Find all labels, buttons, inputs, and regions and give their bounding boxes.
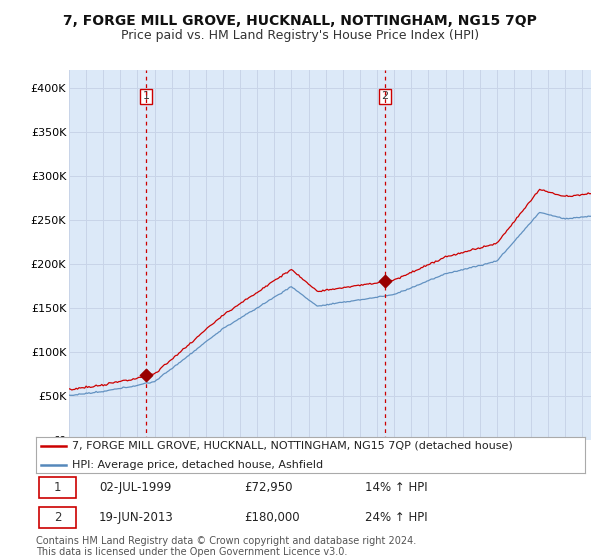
FancyBboxPatch shape [39, 477, 76, 498]
Text: 19-JUN-2013: 19-JUN-2013 [99, 511, 174, 524]
Text: 1: 1 [143, 91, 149, 101]
Text: 7, FORGE MILL GROVE, HUCKNALL, NOTTINGHAM, NG15 7QP: 7, FORGE MILL GROVE, HUCKNALL, NOTTINGHA… [63, 14, 537, 28]
Text: Price paid vs. HM Land Registry's House Price Index (HPI): Price paid vs. HM Land Registry's House … [121, 29, 479, 42]
Text: 14% ↑ HPI: 14% ↑ HPI [365, 481, 428, 494]
Text: Contains HM Land Registry data © Crown copyright and database right 2024.
This d: Contains HM Land Registry data © Crown c… [36, 535, 416, 557]
Text: 1: 1 [53, 481, 61, 494]
Point [141, 371, 151, 380]
Text: 7, FORGE MILL GROVE, HUCKNALL, NOTTINGHAM, NG15 7QP (detached house): 7, FORGE MILL GROVE, HUCKNALL, NOTTINGHA… [71, 441, 512, 451]
Text: £180,000: £180,000 [245, 511, 300, 524]
Point [380, 277, 390, 286]
Text: 2: 2 [382, 91, 389, 101]
Text: HPI: Average price, detached house, Ashfield: HPI: Average price, detached house, Ashf… [71, 460, 323, 470]
Text: 02-JUL-1999: 02-JUL-1999 [99, 481, 172, 494]
Text: 24% ↑ HPI: 24% ↑ HPI [365, 511, 428, 524]
Text: 2: 2 [53, 511, 61, 524]
FancyBboxPatch shape [39, 507, 76, 528]
Text: £72,950: £72,950 [245, 481, 293, 494]
